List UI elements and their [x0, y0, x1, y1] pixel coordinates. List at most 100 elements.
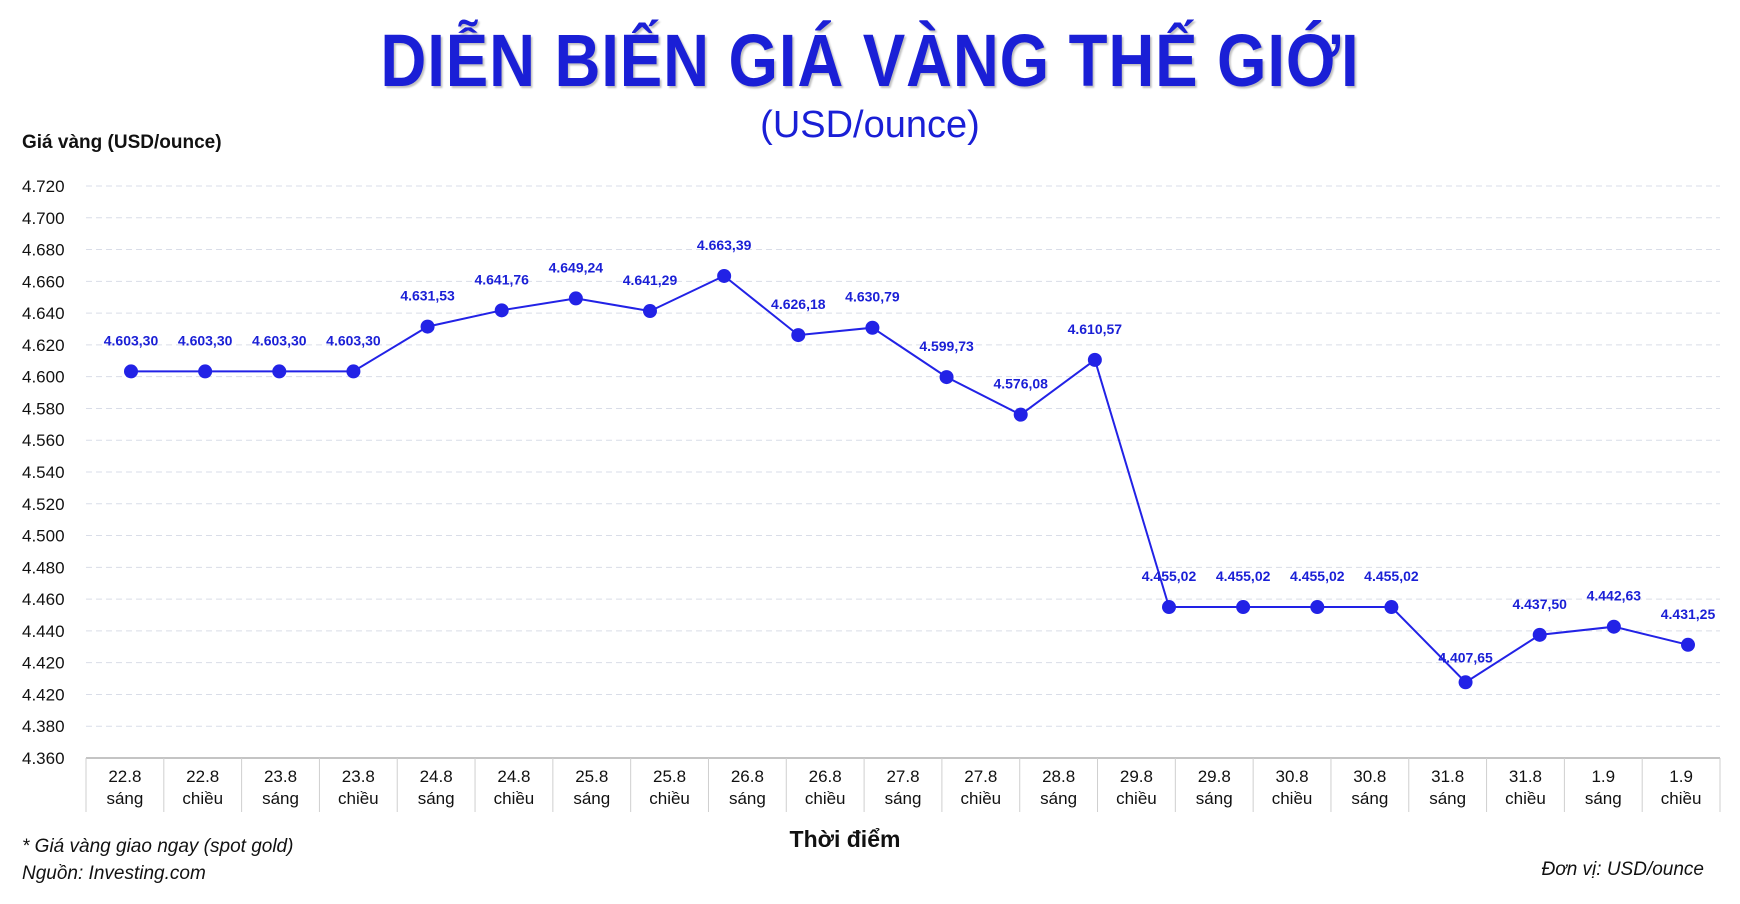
y-tick-label: 4.520 — [22, 495, 65, 514]
y-tick-label: 4.700 — [22, 209, 65, 228]
data-point — [272, 364, 287, 379]
data-label: 4.603,30 — [178, 332, 233, 348]
y-tick-label: 4.720 — [22, 177, 65, 196]
data-point — [1606, 619, 1621, 634]
data-label: 4.603,30 — [326, 332, 381, 348]
x-tick-session: chiều — [182, 789, 223, 808]
x-tick-date: 28.8 — [1042, 767, 1075, 786]
x-tick-session: chiều — [649, 789, 690, 808]
x-tick-date: 30.8 — [1276, 767, 1309, 786]
data-point — [939, 370, 954, 385]
data-point — [865, 320, 880, 335]
x-tick-date: 1.9 — [1591, 767, 1615, 786]
x-tick-session: chiều — [1116, 789, 1157, 808]
data-label: 4.431,25 — [1661, 606, 1716, 622]
data-point — [568, 291, 583, 306]
data-point — [1458, 675, 1473, 690]
y-tick-label: 4.420 — [22, 685, 65, 704]
data-point — [1087, 352, 1102, 367]
data-point — [198, 364, 213, 379]
y-tick-label: 4.620 — [22, 336, 65, 355]
x-tick-session: chiều — [338, 789, 379, 808]
data-label: 4.455,02 — [1364, 568, 1419, 584]
data-label: 4.599,73 — [919, 338, 974, 354]
series-line-path — [131, 274, 1689, 684]
x-tick-session: chiều — [1505, 789, 1546, 808]
data-point — [791, 328, 806, 343]
data-point — [1236, 600, 1251, 615]
data-label: 4.631,53 — [400, 288, 455, 304]
x-tick-session: sáng — [1351, 789, 1388, 808]
footnote: * Giá vàng giao ngay (spot gold) — [22, 836, 294, 857]
data-label: 4.626,18 — [771, 296, 826, 312]
x-tick-date: 22.8 — [186, 767, 219, 786]
x-tick-session: sáng — [106, 789, 143, 808]
x-tick-session: chiều — [494, 789, 535, 808]
x-tick-date: 29.8 — [1198, 767, 1231, 786]
y-tick-label: 4.360 — [22, 749, 65, 768]
y-tick-label: 4.460 — [22, 590, 65, 609]
y-tick-label: 4.600 — [22, 368, 65, 387]
x-tick-date: 26.8 — [731, 767, 764, 786]
y-tick-label: 4.480 — [22, 558, 65, 577]
x-tick-date: 22.8 — [108, 767, 141, 786]
x-tick-session: sáng — [885, 789, 922, 808]
data-label: 4.437,50 — [1512, 596, 1567, 612]
y-tick-label: 4.560 — [22, 431, 65, 450]
data-point — [1162, 600, 1176, 615]
x-axis-title: Thời điểm — [789, 826, 901, 852]
data-label: 4.630,79 — [845, 289, 900, 305]
data-point — [420, 319, 435, 334]
x-tick-date: 23.8 — [264, 767, 297, 786]
data-labels: 4.603,30 4.603,30 4.603,30 4.603,30 4.631,53… — [104, 237, 1716, 665]
data-label: 4.455,02 — [1216, 568, 1271, 584]
data-label: 4.649,24 — [549, 259, 604, 275]
x-axis: 22.8 sáng 22.8 chiều 23.8 sáng 23.8 chiều 24.8 sá… — [85, 757, 1721, 812]
x-tick-session: chiều — [805, 789, 846, 808]
data-point — [124, 364, 138, 379]
data-label: 4.576,08 — [993, 376, 1048, 392]
x-tick-session: sáng — [418, 789, 455, 808]
x-tick-date: 24.8 — [420, 767, 453, 786]
data-label: 4.603,30 — [104, 332, 159, 348]
y-tick-label: 4.380 — [22, 717, 65, 736]
data-label: 4.455,02 — [1142, 568, 1197, 584]
y-axis-title: Giá vàng (USD/ounce) — [22, 132, 222, 153]
chart-subtitle: (USD/ounce) — [760, 104, 980, 146]
data-label: 4.610,57 — [1068, 321, 1123, 337]
y-tick-label: 4.440 — [22, 622, 65, 641]
x-tick-session: sáng — [1429, 789, 1466, 808]
x-tick-date: 23.8 — [342, 767, 375, 786]
x-tick-date: 30.8 — [1353, 767, 1386, 786]
data-point — [1310, 600, 1325, 615]
unit-note: Đơn vị: USD/ounce — [1541, 859, 1705, 880]
x-tick-session: sáng — [1585, 789, 1622, 808]
chart-title: DIỄN BIẾN GIÁ VÀNG THẾ GIỚI — [380, 19, 1360, 102]
data-point — [717, 268, 732, 283]
data-point — [1681, 637, 1695, 652]
series-line — [131, 274, 1689, 684]
x-tick-session: sáng — [1040, 789, 1077, 808]
data-label: 4.663,39 — [697, 237, 752, 253]
x-tick-date: 31.8 — [1431, 767, 1464, 786]
x-tick-date: 25.8 — [575, 767, 608, 786]
y-tick-label: 4.660 — [22, 272, 65, 291]
x-tick-session: sáng — [262, 789, 299, 808]
y-tick-label: 4.640 — [22, 304, 65, 323]
data-point — [643, 304, 657, 319]
data-label: 4.641,76 — [474, 271, 529, 287]
y-tick-label: 4.500 — [22, 527, 65, 546]
x-tick-session: chiều — [960, 789, 1001, 808]
y-tick-label: 4.680 — [22, 241, 65, 260]
x-tick-session: sáng — [573, 789, 610, 808]
data-label: 4.603,30 — [252, 332, 307, 348]
x-tick-date: 29.8 — [1120, 767, 1153, 786]
x-tick-session: chiều — [1661, 789, 1702, 808]
data-label: 4.407,65 — [1438, 649, 1493, 665]
y-tick-label: 4.540 — [22, 463, 65, 482]
data-point — [346, 364, 361, 379]
x-tick-date: 27.8 — [886, 767, 919, 786]
x-tick-date: 31.8 — [1509, 767, 1542, 786]
source-credit: Nguồn: Investing.com — [22, 863, 206, 884]
